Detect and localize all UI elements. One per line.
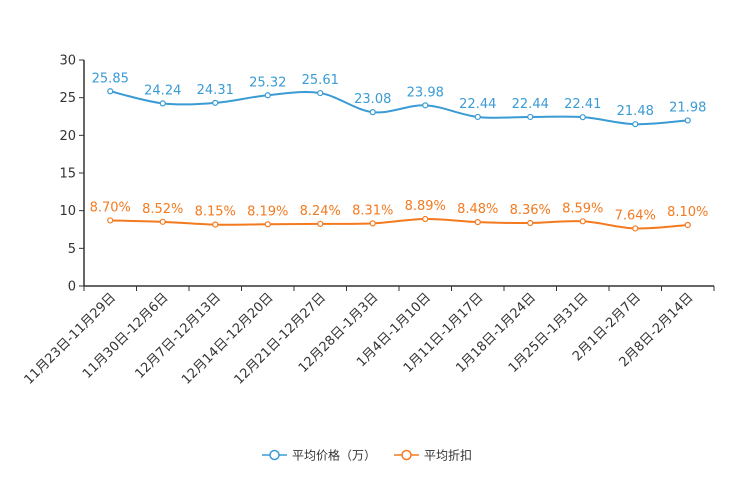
data-point: [107, 88, 114, 95]
data-point: [579, 218, 586, 225]
data-point: [527, 219, 534, 227]
data-point: [369, 109, 376, 116]
data-label: 25.61: [302, 73, 339, 88]
data-label: 8.19%: [247, 204, 288, 219]
data-point: [579, 114, 586, 121]
data-point: [422, 215, 429, 223]
data-label: 23.08: [354, 92, 391, 107]
data-label: 22.41: [564, 97, 601, 112]
data-label: 25.32: [249, 75, 286, 90]
data-point: [159, 100, 166, 107]
y-tick-label: 0: [68, 280, 76, 295]
legend-label: 平均价格（万）: [292, 448, 376, 463]
y-tick-label: 30: [59, 54, 76, 69]
legend-item-2[interactable]: 平均折扣: [394, 448, 472, 463]
y-tick-label: 10: [59, 204, 76, 219]
data-label: 24.24: [144, 83, 181, 98]
data-point: [107, 217, 114, 224]
data-point: [474, 219, 481, 226]
data-point: [264, 221, 271, 228]
data-point: [632, 121, 639, 128]
series-line: [110, 218, 688, 230]
data-label: 8.59%: [562, 201, 603, 216]
data-point: [684, 221, 691, 229]
data-point: [422, 102, 429, 109]
data-point: [527, 113, 534, 121]
data-label: 25.85: [92, 71, 129, 86]
data-point: [212, 221, 219, 228]
data-label: 8.31%: [352, 203, 393, 218]
legend-label: 平均折扣: [424, 448, 472, 463]
legend-marker-icon: [401, 449, 412, 461]
y-tick-label: 5: [68, 242, 76, 257]
x-tick-label: 12月14日-12月20日: [179, 290, 276, 387]
series-line: [110, 90, 688, 126]
series-1: 25.85 24.24 24.31 25.32 25.61 23.08 23.98 22.44…: [92, 71, 706, 128]
data-point: [474, 113, 481, 121]
series-layer: 25.85 24.24 24.31 25.32 25.61 23.08 23.98 22.44…: [90, 71, 708, 232]
y-axis: 0 5 10 15 20 25 30: [59, 54, 85, 295]
data-label: 7.64%: [615, 208, 656, 223]
series-2: 8.70% 8.52% 8.15% 8.19% 8.24% 8.31% 8.89% 8.48%…: [90, 199, 708, 232]
data-point: [369, 220, 376, 227]
data-point: [684, 117, 691, 124]
data-point: [264, 92, 271, 99]
data-label: 8.24%: [300, 204, 341, 219]
y-tick-label: 25: [59, 91, 76, 106]
data-point: [632, 225, 639, 232]
data-label: 8.15%: [195, 205, 236, 220]
data-label: 21.48: [617, 104, 654, 119]
data-point: [159, 218, 166, 225]
data-label: 24.31: [197, 83, 234, 98]
y-tick-label: 20: [59, 129, 76, 144]
data-label: 8.10%: [667, 205, 708, 220]
data-label: 21.98: [669, 100, 706, 115]
legend-marker-icon: [269, 449, 280, 461]
legend-item-1[interactable]: 平均价格（万）: [262, 448, 376, 463]
data-label: 8.70%: [90, 200, 131, 215]
x-axis: 11月23日-11月29日11月30日-12月6日12月7日-12月13日12月…: [22, 285, 715, 388]
x-tick-label: 12月21日-12月27日: [232, 290, 329, 387]
data-point: [317, 220, 324, 228]
data-point: [212, 99, 219, 106]
y-tick-label: 15: [59, 167, 76, 182]
x-tick-label: 11月23日-11月29日: [22, 290, 119, 387]
data-label: 8.52%: [142, 202, 183, 217]
data-label: 22.44: [459, 97, 496, 112]
data-label: 8.89%: [405, 199, 446, 214]
data-point: [317, 89, 324, 97]
data-label: 8.36%: [510, 203, 551, 218]
data-label: 8.48%: [457, 202, 498, 217]
data-label: 23.98: [407, 85, 444, 100]
data-label: 22.44: [512, 97, 549, 112]
legend: 平均价格（万） 平均折扣: [262, 448, 472, 463]
